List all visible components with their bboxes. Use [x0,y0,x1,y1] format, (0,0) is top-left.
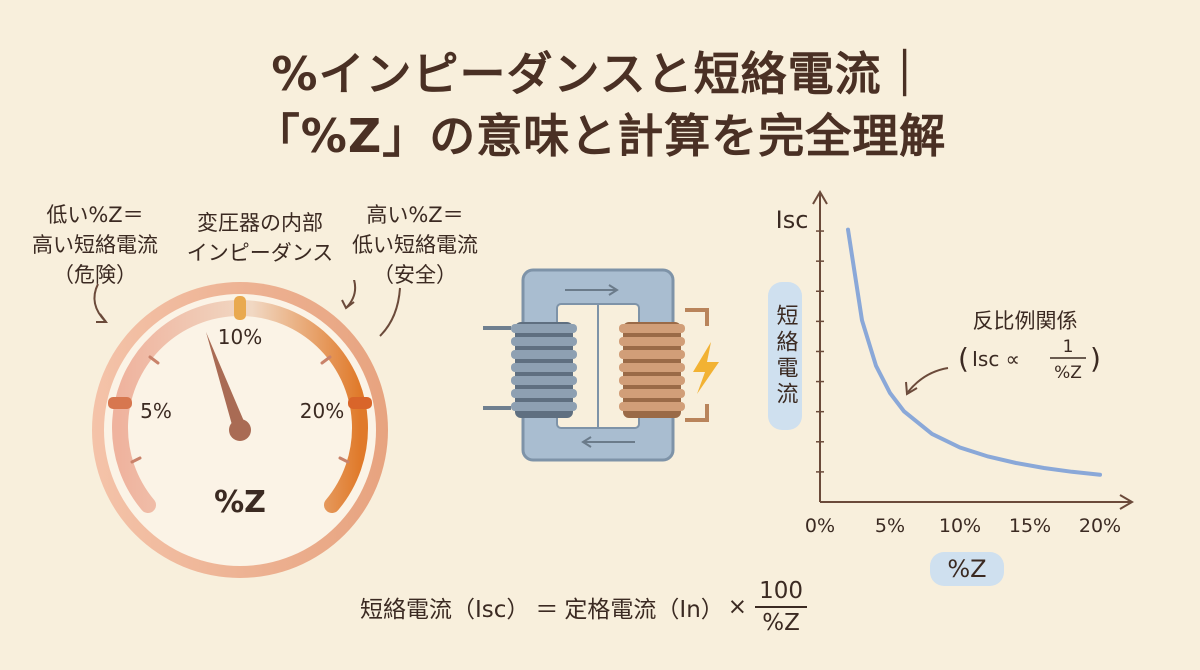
lightning-bolt-icon [693,342,719,394]
note-arrows [93,280,401,337]
chart-y-category-pill: 短絡電流 [768,282,802,430]
inverse-relationship-chart: Isc 0% 5% 10% 15% 20% 反比例関係 ( Isc ∝ 1 %Z ) [776,190,1134,537]
low-note-line-1: 低い%Z＝ [46,203,144,227]
chart-x-tick-label: 5% [875,515,905,537]
chart-annotation-denominator: %Z [1054,363,1082,383]
chart-y-ticks [816,230,824,473]
gauge-label-10: 10% [218,325,262,349]
gauge-hub [229,419,251,441]
chart-x-label: %Z [947,555,987,583]
formula-lhs: 短絡電流（Isc） [360,597,530,623]
gauge-tick-20 [348,397,372,409]
high-impedance-note: 高い%Z＝ 低い短絡電流 （安全） [340,200,490,290]
low-note-arrow [93,283,107,323]
chart-x-tick-label: 20% [1079,515,1121,537]
gauge: 10% 5% 20% %Z [92,282,388,578]
short-circuit-formula: 短絡電流（Isc） ＝ 定格電流（In） × 100 %Z [360,572,807,642]
primary-coil [483,322,577,418]
center-note-arrowhead [341,299,355,310]
high-note-line-1: 高い%Z＝ [366,203,464,227]
chart-annotation-heading: 反比例関係 [973,309,1078,333]
title-line-1: %インピーダンスと短絡電流｜ [271,47,929,101]
chart-x-tick-label: 0% [805,515,835,537]
chart-series-line [846,227,1102,477]
chart-x-tick-label: 15% [1009,515,1051,537]
chart-x-tick-label: 10% [939,515,981,537]
chart-x-arrow [1119,494,1134,510]
gauge-needle [206,332,246,432]
gauge-tick-10 [234,296,246,320]
formula-numerator: 100 [755,576,807,608]
gauge-minor-ticks [130,355,350,464]
center-note-line-1: 変圧器の内部 [197,211,323,235]
gauge-title: %Z [214,485,266,520]
low-note-line-3: （危険） [53,263,137,287]
formula-times: × [727,594,748,620]
formula-rated-current: 定格電流（In） [564,597,724,623]
formula-equals: ＝ [535,597,559,623]
gauge-tick-5 [108,397,132,409]
annotation-paren-left: ( [958,342,969,375]
high-note-arrow [379,287,401,337]
chart-y-category-text: 短絡電流 [772,304,798,408]
annotation-paren-right: ) [1090,342,1101,375]
annotation-arrow [907,367,949,393]
low-note-arrowhead [96,313,108,323]
high-note-line-2: 低い短絡電流 [352,233,478,257]
center-note-line-2: インピーダンス [186,241,334,265]
gauge-label-20: 20% [300,399,344,423]
internal-impedance-note: 変圧器の内部 インピーダンス [180,208,340,268]
chart-annotation-numerator: 1 [1063,337,1074,357]
high-note-line-3: （安全） [373,263,457,287]
formula-fraction: 100 %Z [755,576,807,638]
formula-denominator: %Z [762,610,800,636]
annotation-arrowhead [905,381,918,396]
low-note-line-2: 高い短絡電流 [32,233,158,257]
gauge-label-5: 5% [140,399,172,423]
low-impedance-note: 低い%Z＝ 高い短絡電流 （危険） [30,200,160,290]
title-line-2: 「%Z」の意味と計算を完全理解 [253,109,947,163]
chart-annotation-lhs: Isc ∝ [972,347,1020,371]
chart-x-label-pill: %Z [930,552,1004,586]
secondary-coil [619,308,709,422]
chart-x-ticks: 0% 5% 10% 15% 20% [805,515,1121,537]
chart-y-arrow [812,190,828,205]
chart-y-label: Isc [776,206,809,234]
transformer-icon [483,268,719,462]
